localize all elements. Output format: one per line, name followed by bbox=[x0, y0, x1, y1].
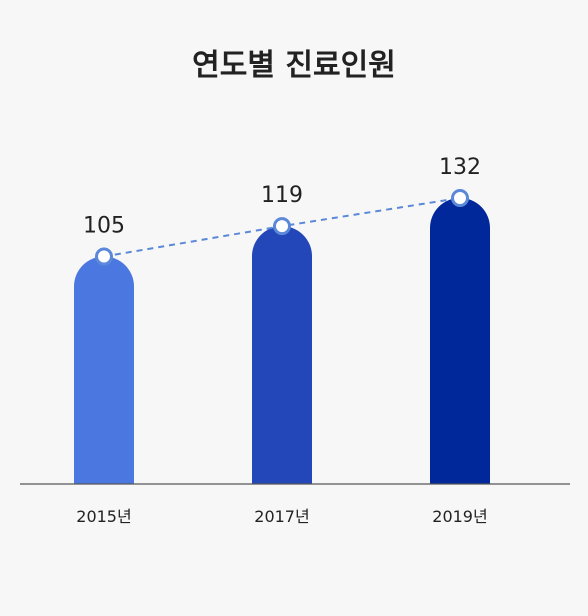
bar-2017년 bbox=[252, 226, 312, 484]
trend-marker-2015년 bbox=[95, 247, 113, 266]
x-tick-label: 2015년 bbox=[76, 507, 131, 526]
data-label: 105 bbox=[83, 214, 125, 239]
bar-2015년 bbox=[74, 256, 134, 484]
bar-2019년 bbox=[430, 198, 490, 484]
x-tick-label: 2017년 bbox=[254, 507, 309, 526]
chart-title: 연도별 진료인원 bbox=[192, 48, 396, 83]
data-label: 119 bbox=[261, 183, 303, 208]
data-label: 132 bbox=[439, 155, 481, 180]
trend-marker-2019년 bbox=[451, 189, 469, 207]
x-tick-label: 2019년 bbox=[432, 507, 487, 526]
trend-marker-2017년 bbox=[273, 217, 291, 236]
